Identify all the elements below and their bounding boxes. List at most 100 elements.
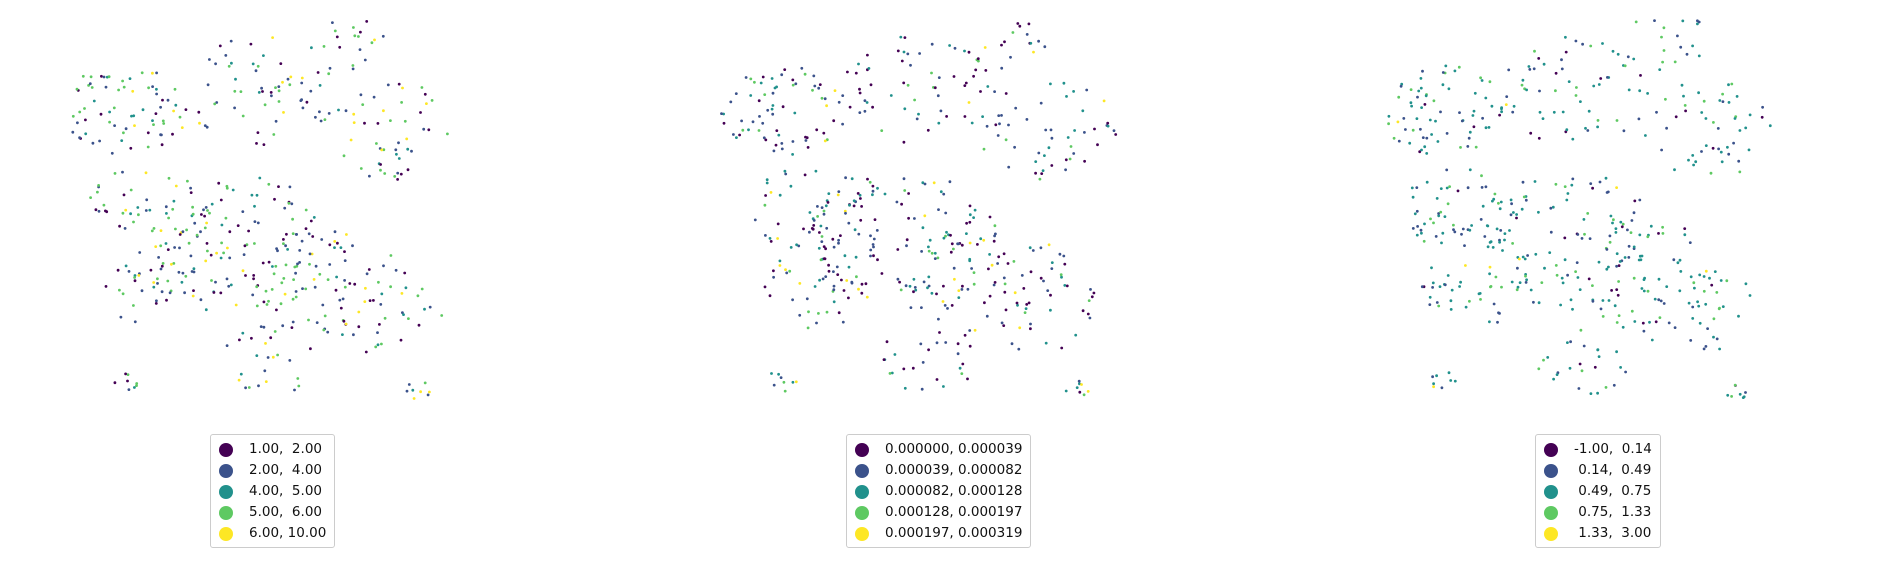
map-point — [269, 336, 273, 340]
map-point — [1614, 231, 1618, 234]
map-point — [78, 110, 82, 114]
map-point — [1416, 225, 1419, 228]
map-point — [1715, 291, 1719, 294]
map-point — [1072, 90, 1075, 93]
map-point — [1498, 113, 1501, 117]
map-point — [333, 29, 337, 33]
map-point — [972, 282, 976, 286]
map-point — [770, 107, 774, 111]
map-point — [192, 270, 196, 274]
map-point — [1524, 274, 1527, 278]
map-point — [1484, 96, 1488, 100]
map-point — [154, 112, 158, 115]
map-point — [155, 71, 159, 75]
map-point — [189, 186, 193, 190]
legend-label: 2.00, 4.00 — [249, 462, 322, 478]
map-point — [1080, 383, 1083, 386]
map-point — [1592, 84, 1596, 88]
map-point — [1496, 320, 1499, 324]
map-point — [1397, 95, 1401, 99]
map-point — [100, 74, 103, 78]
map-point — [783, 389, 787, 393]
map-point — [1632, 276, 1636, 280]
map-point — [1521, 180, 1525, 184]
map-point — [900, 202, 903, 206]
map-point — [264, 289, 268, 293]
map-point — [1503, 232, 1507, 236]
map-point — [1468, 168, 1472, 172]
map-point — [335, 35, 339, 39]
map-point — [186, 179, 189, 183]
map-point — [1479, 218, 1483, 221]
legend-item: 2.00, 4.00 — [219, 460, 326, 481]
map-point — [353, 34, 357, 38]
map-point — [1630, 219, 1634, 222]
map-point — [836, 193, 840, 197]
map-point — [837, 311, 841, 315]
map-point — [140, 71, 144, 75]
map-point — [155, 92, 159, 96]
map-point — [1698, 321, 1702, 325]
map-point — [906, 52, 910, 56]
map-point — [321, 303, 325, 307]
map-point — [927, 249, 931, 253]
map-point — [732, 133, 735, 136]
map-point — [255, 285, 259, 289]
map-point — [960, 288, 964, 291]
map-point — [968, 329, 972, 332]
map-point — [1060, 346, 1064, 350]
map-point — [1608, 240, 1612, 244]
map-point — [804, 139, 808, 142]
map-point — [1003, 290, 1007, 294]
map-point — [181, 271, 185, 275]
map-point — [1599, 307, 1603, 311]
map-point — [339, 306, 343, 310]
map-point — [818, 278, 821, 282]
map-point — [1047, 243, 1051, 247]
map-point — [1615, 288, 1619, 291]
map-point — [939, 190, 943, 194]
map-point — [159, 229, 163, 233]
map-point — [256, 64, 260, 68]
map-point — [923, 182, 927, 186]
map-point — [430, 99, 434, 102]
map-point — [229, 39, 233, 43]
map-point — [343, 259, 347, 262]
map-point — [1018, 326, 1022, 330]
map-point — [376, 343, 380, 347]
map-point — [1050, 261, 1054, 264]
map-point — [1500, 285, 1503, 289]
map-point — [933, 86, 937, 90]
map-point — [842, 289, 846, 292]
map-point — [921, 226, 925, 230]
map-point — [813, 285, 817, 288]
map-point — [847, 221, 851, 225]
map-point — [375, 142, 378, 145]
map-point — [942, 385, 945, 388]
map-point — [220, 223, 224, 227]
map-point — [885, 340, 889, 344]
map-point — [133, 276, 137, 279]
map-point — [852, 199, 856, 203]
map-point — [841, 94, 845, 97]
map-point — [133, 279, 137, 283]
map-point — [822, 245, 826, 249]
map-point — [363, 121, 366, 125]
map-point — [383, 316, 387, 320]
map-point — [382, 148, 386, 152]
map-point — [208, 58, 211, 61]
map-point — [1542, 62, 1546, 66]
map-point — [1641, 321, 1645, 325]
map-point — [950, 304, 954, 307]
map-point — [307, 318, 310, 322]
map-point — [872, 237, 876, 241]
map-point — [927, 245, 930, 249]
map-point — [865, 295, 869, 299]
map-point — [1027, 22, 1031, 26]
map-point — [399, 172, 403, 176]
map-point — [172, 262, 176, 265]
map-point — [993, 281, 997, 284]
map-point — [847, 265, 851, 269]
map-point — [178, 115, 182, 119]
map-point — [791, 83, 795, 87]
